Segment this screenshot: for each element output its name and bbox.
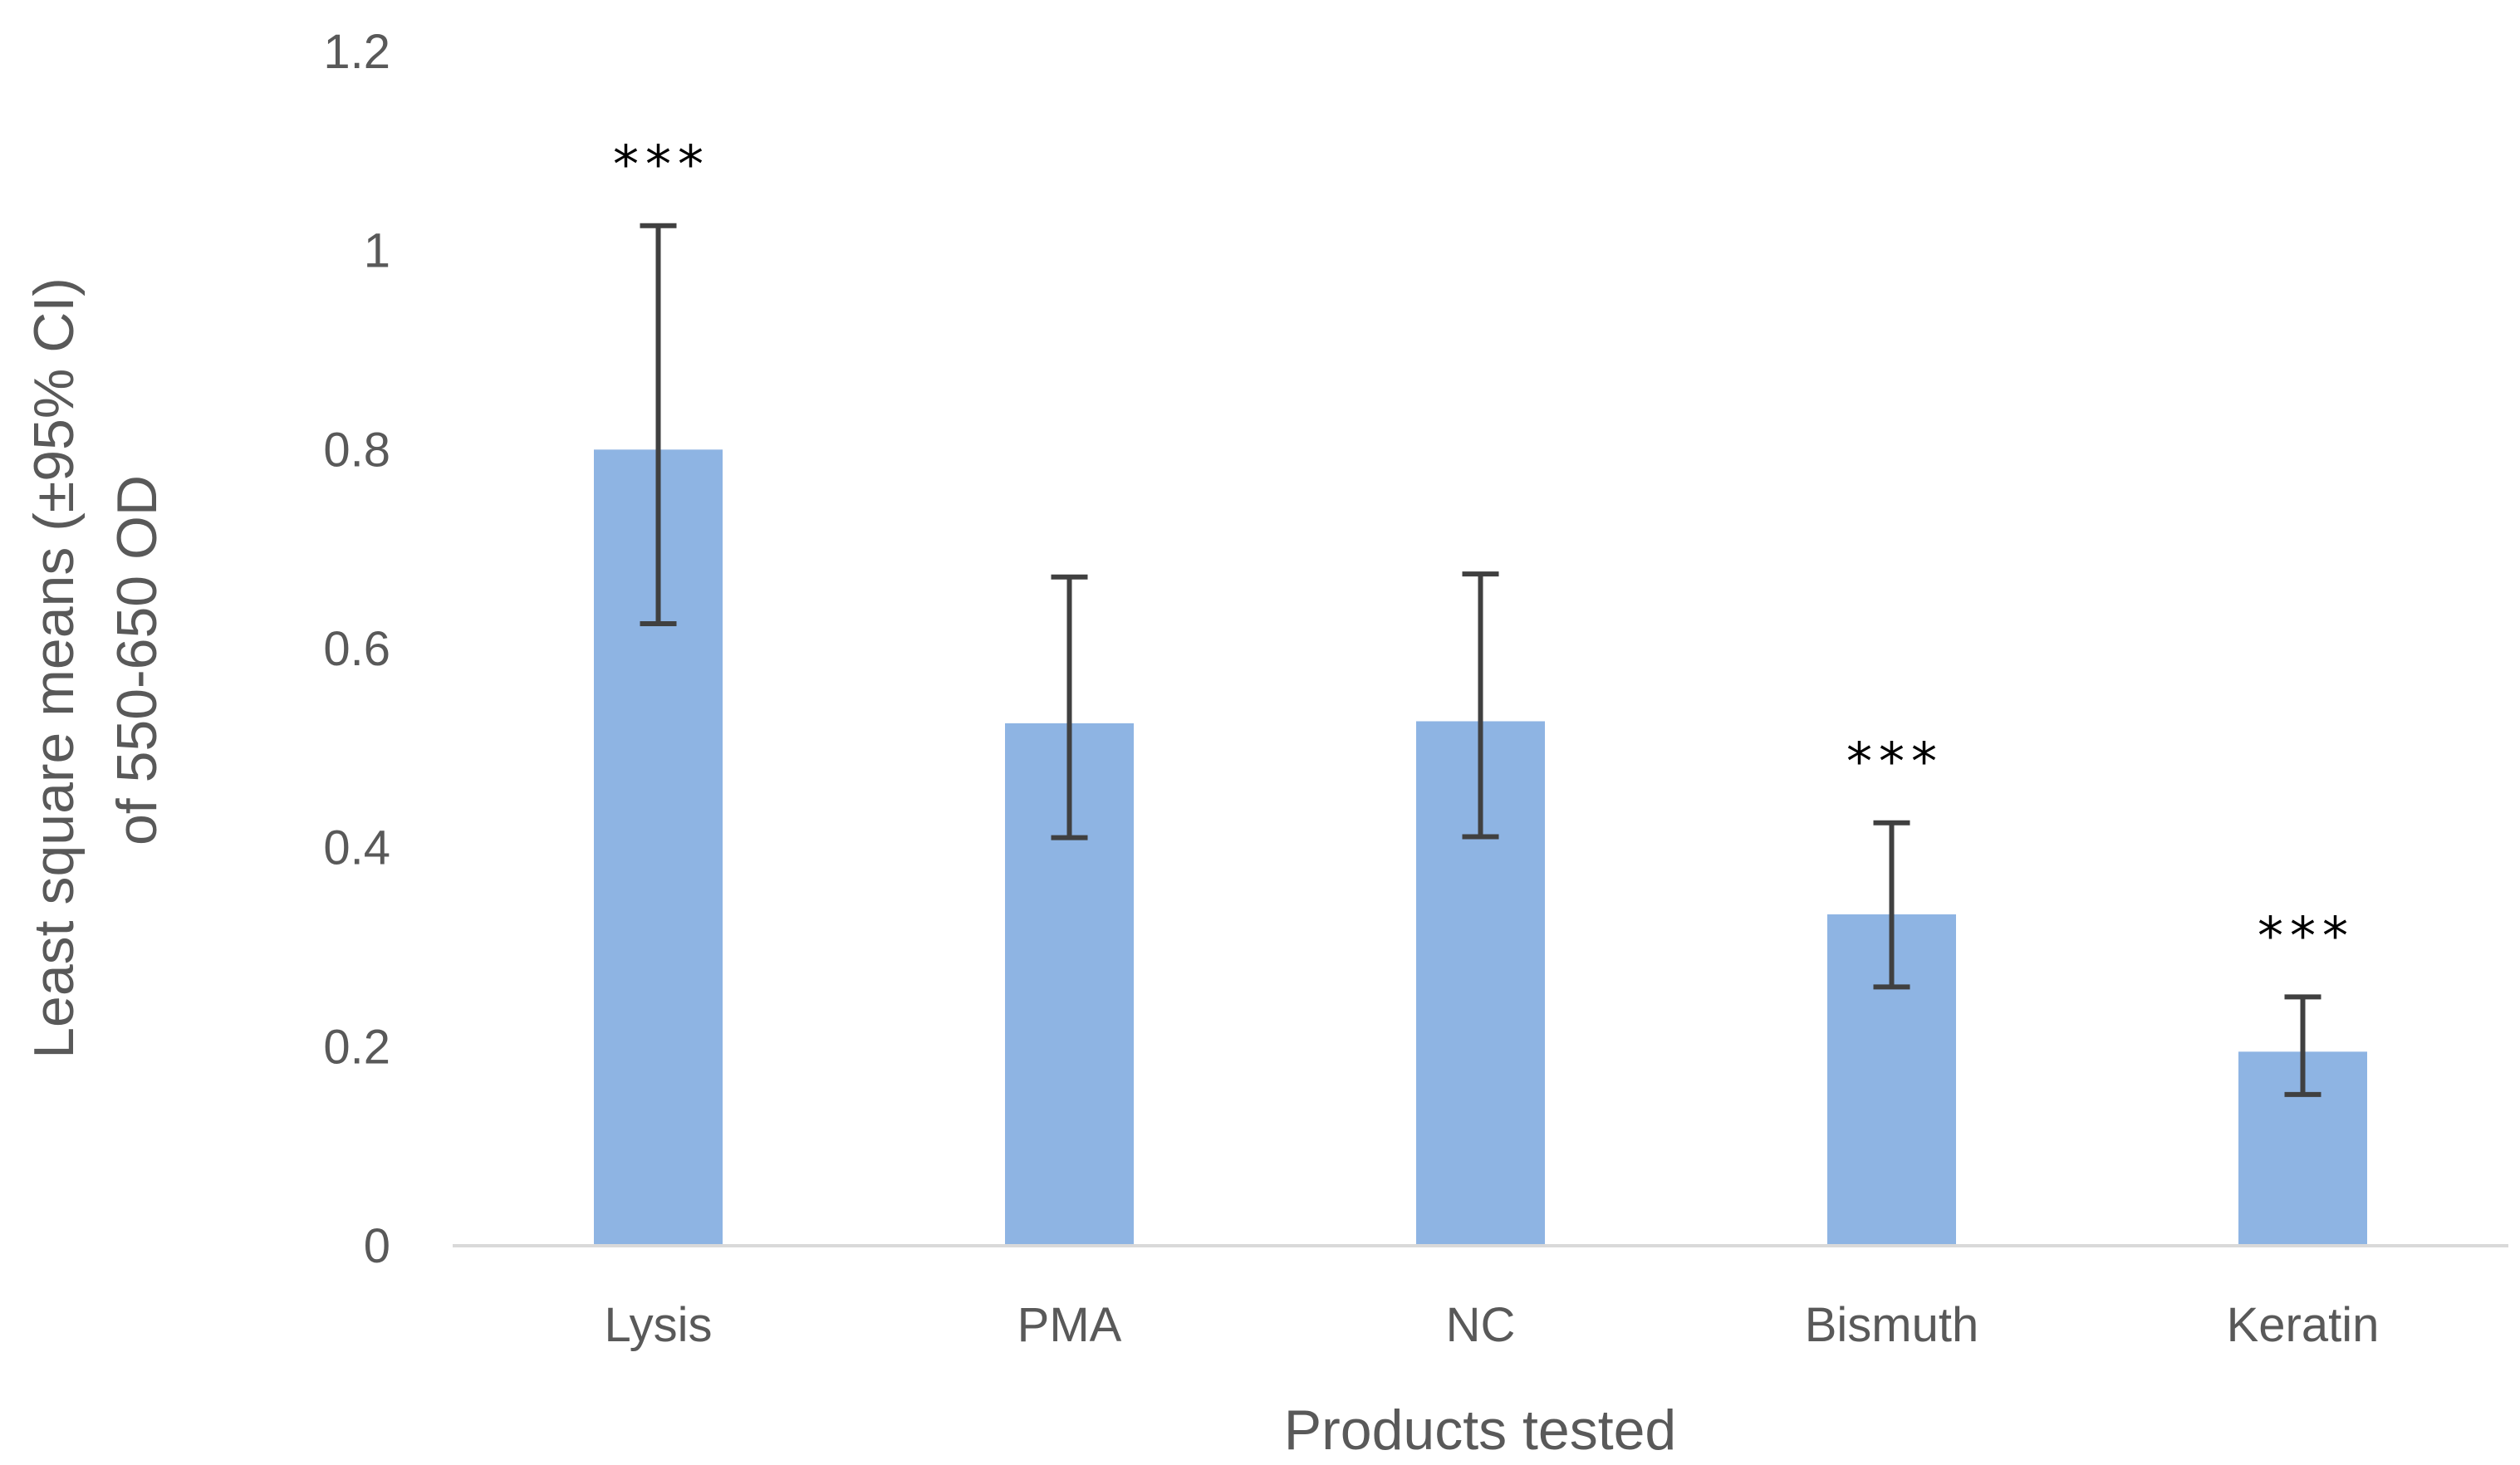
- y-tick-label: 0.6: [323, 622, 390, 676]
- x-tick-label: NC: [1446, 1298, 1516, 1352]
- significance-marker: ***: [613, 135, 710, 195]
- y-tick-label: 0.8: [323, 423, 390, 477]
- y-axis-title-line-1: Least square means (±95% CI): [22, 277, 86, 1059]
- error-bar-bismuth: [1873, 820, 1910, 990]
- error-bars-group: [640, 223, 2321, 1097]
- x-tick-label: Bismuth: [1805, 1298, 1979, 1352]
- y-tick-label: 0.4: [323, 821, 390, 875]
- x-axis-title: Products tested: [1284, 1399, 1676, 1462]
- y-axis-title: Least square means (±95% CI) of 550-650 …: [22, 262, 169, 1059]
- x-axis-category-labels: Lysis PMA NC Bismuth Keratin: [605, 1298, 2380, 1352]
- bars-group: [594, 449, 2367, 1246]
- y-tick-label: 0.2: [323, 1020, 390, 1074]
- x-tick-label: PMA: [1017, 1298, 1122, 1352]
- y-tick-label: 1: [364, 224, 390, 278]
- x-tick-label: Lysis: [605, 1298, 713, 1352]
- x-tick-label: Keratin: [2227, 1298, 2380, 1352]
- y-tick-label: 0: [364, 1219, 390, 1273]
- significance-marker: ***: [2258, 905, 2355, 966]
- error-bar-keratin: [2284, 994, 2321, 1097]
- y-tick-label: 1.2: [323, 25, 390, 79]
- error-bar-pma: [1051, 574, 1088, 840]
- y-axis-ticks: 0 0.2 0.4 0.6 0.8 1 1.2: [323, 25, 390, 1273]
- significance-marker: ***: [1846, 732, 1944, 792]
- error-bar-lysis: [640, 223, 677, 627]
- significance-markers: *** *** ***: [613, 135, 2355, 967]
- error-bar-nc: [1462, 571, 1499, 840]
- y-axis-title-line-2: of 550-650 OD: [105, 475, 169, 845]
